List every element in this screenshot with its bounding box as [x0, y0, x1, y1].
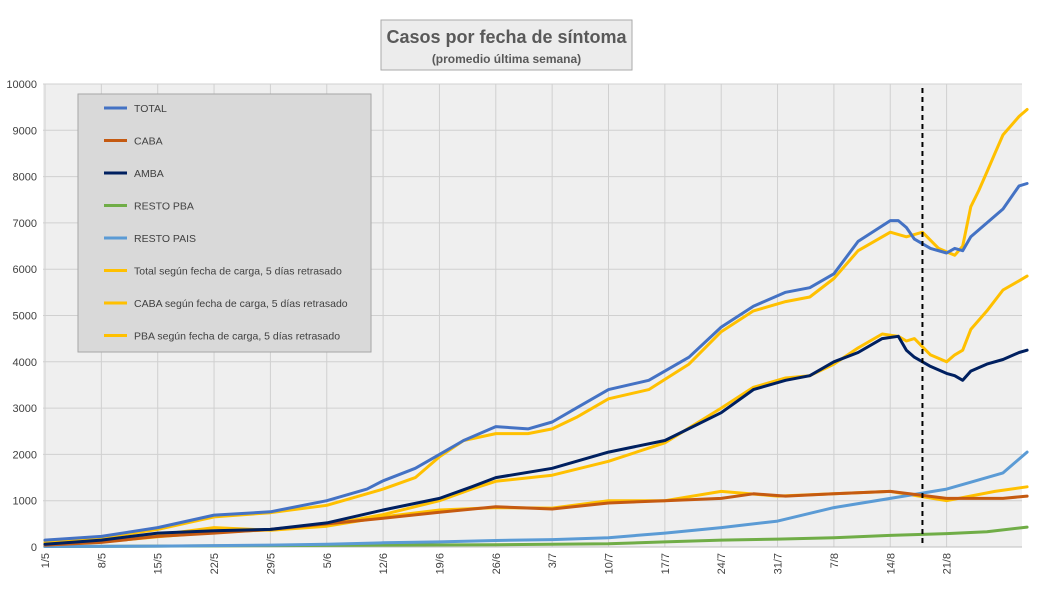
series-line-2: [43, 334, 1029, 546]
y-tick-label: 7000: [13, 218, 37, 230]
x-tick-label: 3/7: [547, 553, 559, 568]
y-tick-label: 0: [31, 542, 37, 554]
x-tick-label: 14/8: [885, 553, 897, 574]
x-tick-label: 26/6: [491, 553, 503, 574]
series-line-4: [43, 450, 1029, 548]
legend-label: AMBA: [134, 168, 164, 180]
x-tick-label: 31/7: [773, 553, 785, 574]
x-tick-label: 5/6: [322, 553, 334, 568]
x-tick-label: 22/5: [209, 553, 221, 574]
x-tick-label: 15/5: [153, 553, 165, 574]
y-tick-label: 8000: [13, 172, 37, 184]
legend-label: PBA según fecha de carga, 5 días retrasa…: [134, 331, 340, 343]
y-axis: 0 1000 2000 3000 4000 5000 6000 7000 8000 9000 100…: [6, 79, 37, 554]
series-line-1: [43, 489, 1029, 547]
series-lines: [43, 108, 1029, 548]
y-tick-label: 9000: [13, 125, 37, 137]
x-tick-label: 19/6: [434, 553, 446, 574]
x-tick-label: 17/7: [660, 553, 672, 574]
x-tick-label: 12/6: [378, 553, 390, 574]
y-tick-label: 1000: [13, 496, 37, 508]
x-tick-label: 7/8: [829, 553, 841, 568]
y-tick-label: 3000: [13, 403, 37, 415]
legend-frame: [77, 93, 372, 353]
legend-label: RESTO PAIS: [134, 233, 196, 245]
chart-subtitle: (promedio última semana): [432, 52, 581, 66]
legend-label: Total según fecha de carga, 5 días retra…: [134, 266, 342, 278]
series-line-0: [43, 182, 1029, 542]
x-tick-label: 10/7: [604, 553, 616, 574]
y-tick-label: 5000: [13, 311, 37, 323]
series-line-5: [43, 108, 1029, 544]
chart-title-box: Casos por fecha de síntoma (promedio últ…: [380, 19, 633, 71]
y-tick-label: 10000: [6, 79, 37, 91]
chart-title: Casos por fecha de síntoma: [386, 27, 627, 47]
x-tick-label: 1/5: [40, 553, 52, 568]
x-tick-label: 29/5: [265, 553, 277, 574]
legend-label: TOTAL: [134, 103, 167, 115]
x-tick-label: 21/8: [942, 553, 954, 574]
legend: TOTAL CABA AMBA RESTO PBA RESTO PAIS Total se…: [77, 93, 372, 353]
legend-label: CABA según fecha de carga, 5 días retras…: [134, 298, 348, 310]
title-box-frame: [380, 19, 633, 71]
y-tick-label: 4000: [13, 357, 37, 369]
y-tick-label: 2000: [13, 449, 37, 461]
y-tick-label: 6000: [13, 264, 37, 276]
x-tick-label: 8/5: [96, 553, 108, 568]
legend-label: CABA: [134, 136, 163, 148]
x-tick-label: 24/7: [716, 553, 728, 574]
legend-label: RESTO PBA: [134, 201, 194, 213]
